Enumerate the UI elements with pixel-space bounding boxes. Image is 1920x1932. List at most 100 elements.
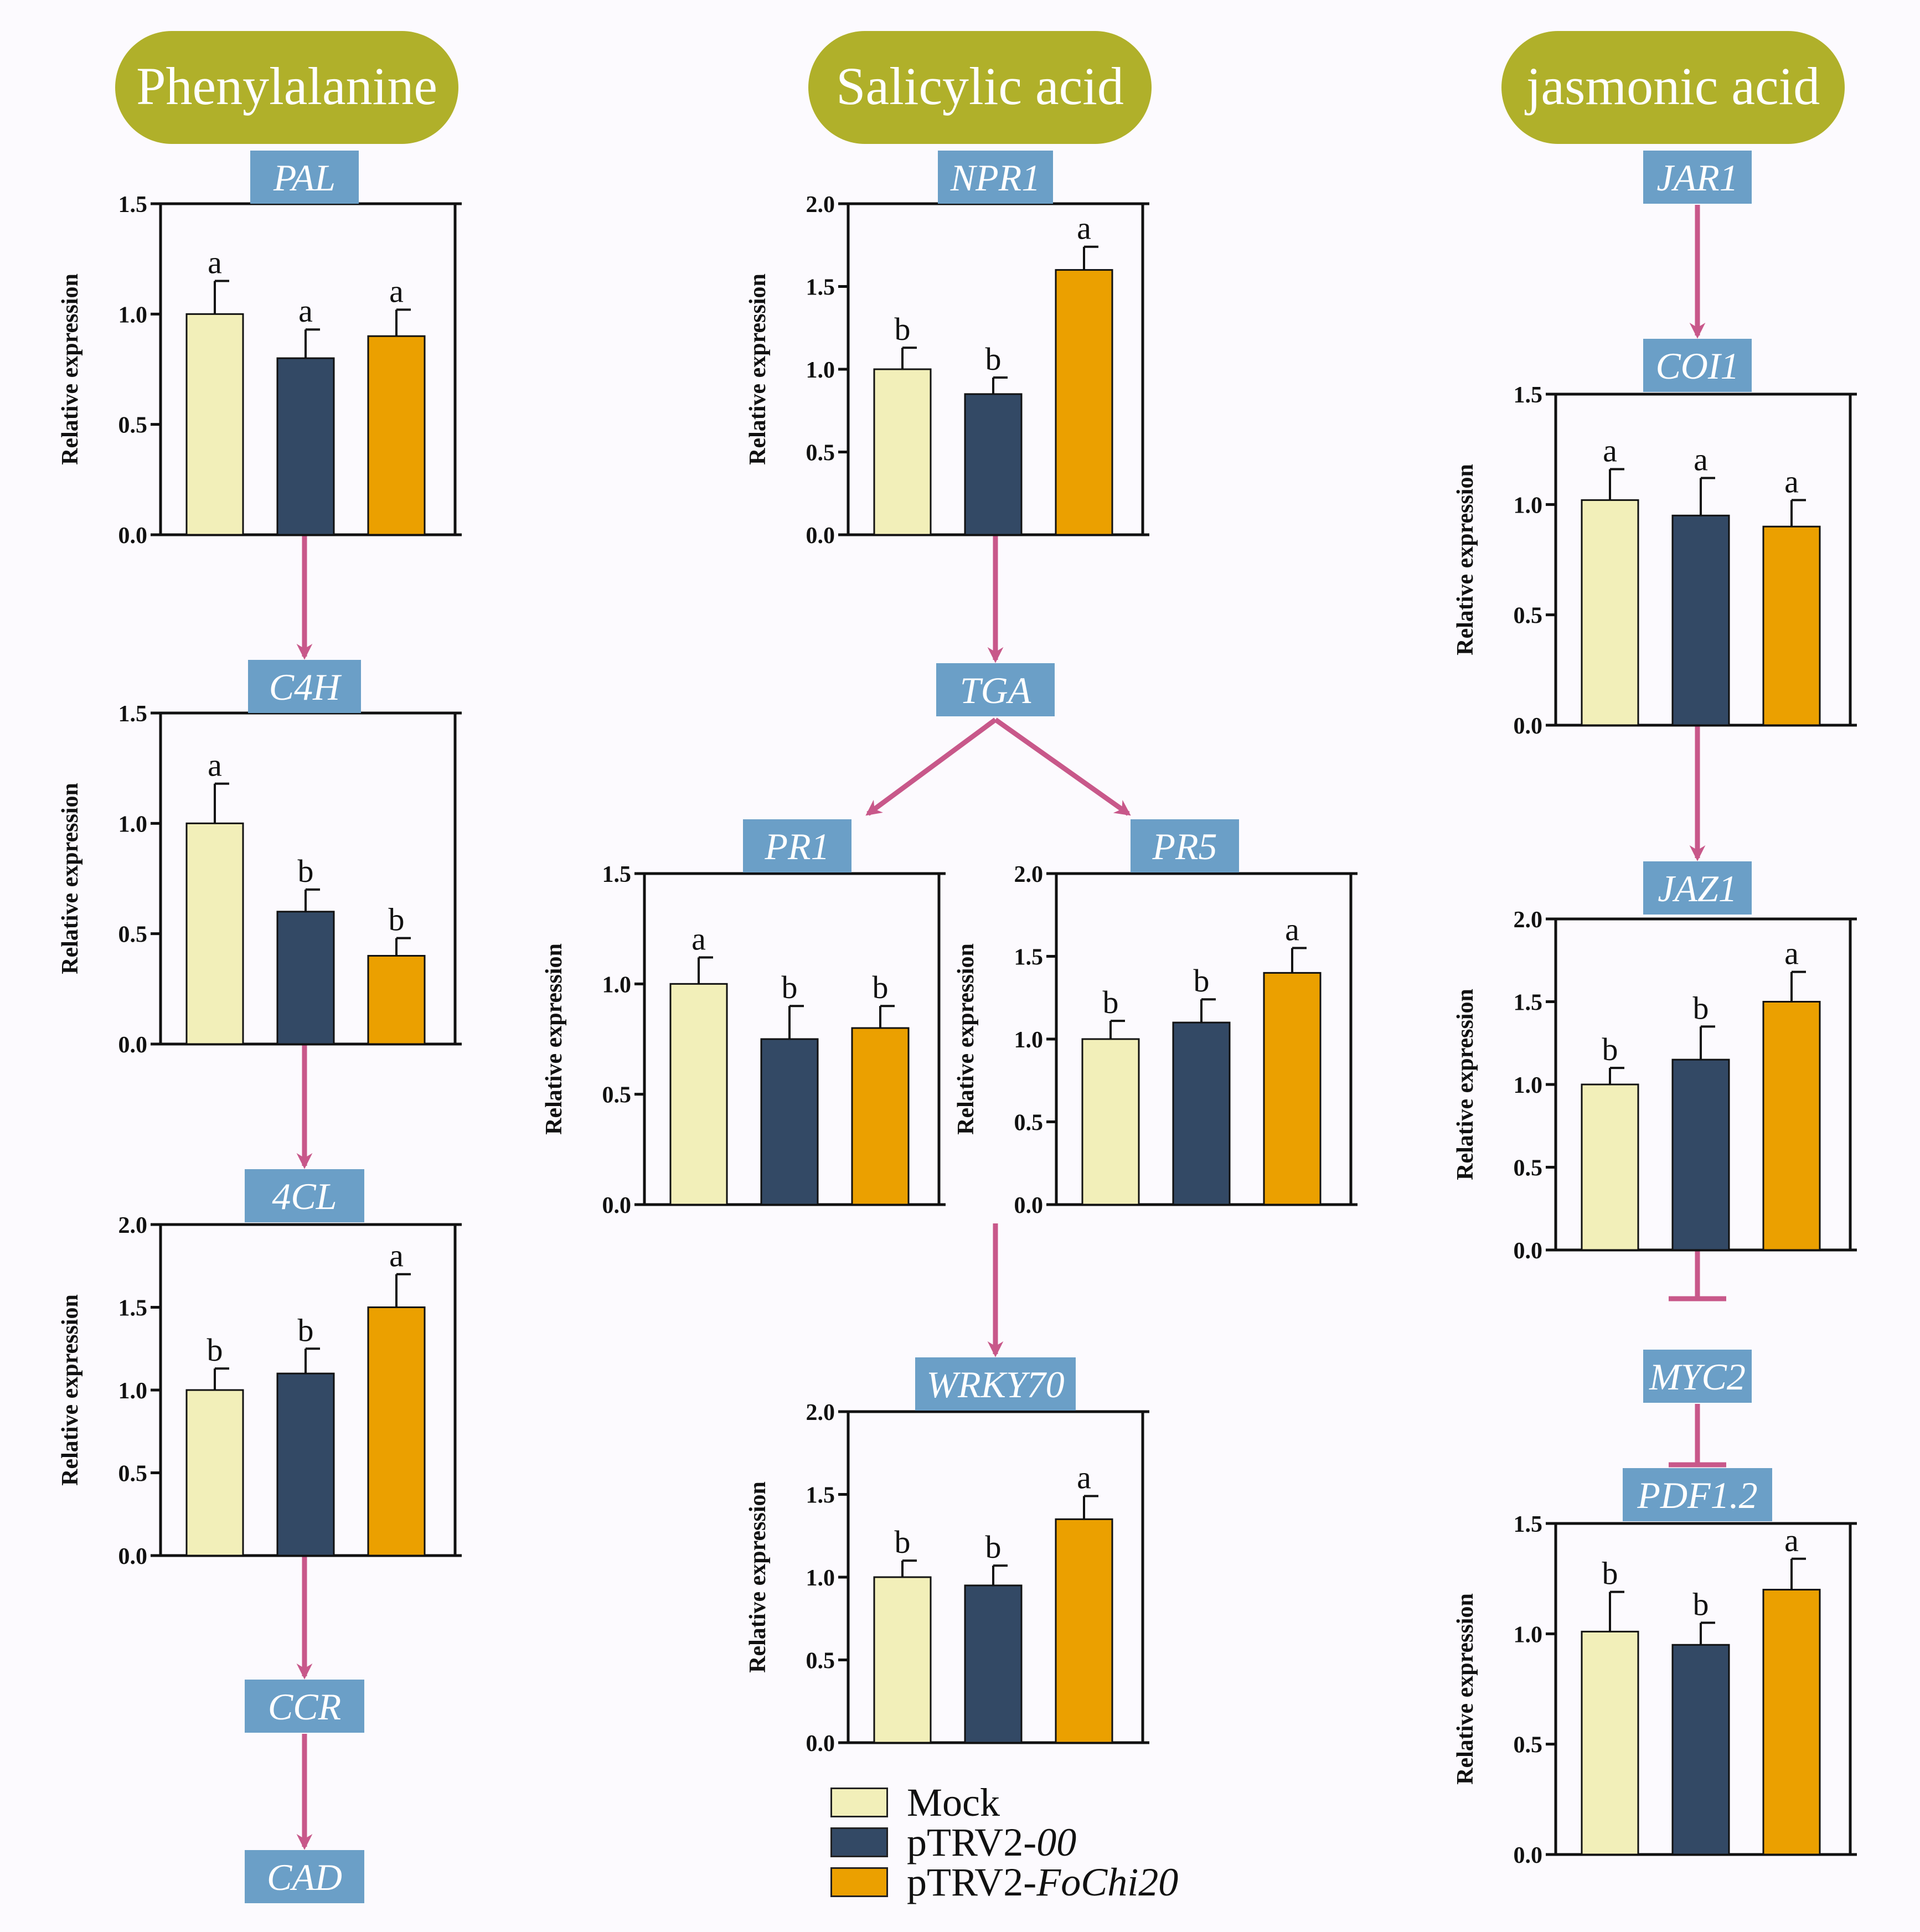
gene-text-pr5: PR5 <box>1152 825 1217 867</box>
chart-pr5: 0.0 0.5 1.0 1.5 2.0 Relative expression b b a <box>953 862 1358 1218</box>
bar-trv00 <box>1172 1021 1231 1206</box>
y-tick-label: 0.5 <box>1014 1110 1044 1136</box>
significance-letter: b <box>782 969 798 1005</box>
significance-letter: b <box>298 853 314 889</box>
pathway-header-sa: Salicylic acid <box>808 31 1152 144</box>
y-tick-label: 0.5 <box>118 413 148 438</box>
significance-letter: a <box>1077 210 1091 246</box>
bar-fochi20 <box>1762 1001 1821 1251</box>
bar-mock <box>1581 499 1639 726</box>
gene-box-tga <box>936 663 1055 716</box>
gene-box-c4h <box>248 660 361 713</box>
y-axis-label: Relative expression <box>1453 989 1478 1180</box>
chart-4cl: 0.0 0.5 1.0 1.5 2.0 Relative expression b b a <box>58 1213 462 1569</box>
gene-label-cad: CAD <box>245 1850 364 1903</box>
y-tick-label: 0.0 <box>1514 1238 1543 1264</box>
y-tick-label: 0.5 <box>806 1649 835 1674</box>
inhibit-jaz1-myc2 <box>1669 1251 1726 1301</box>
y-tick-label: 2.0 <box>1514 907 1543 933</box>
significance-letter: b <box>1602 1031 1618 1067</box>
chart-jaz1: 0.0 0.5 1.0 1.5 2.0 Relative expression b b a <box>1453 907 1857 1264</box>
gene-label-c4h: C4H <box>248 660 361 713</box>
gene-label-jar1: JAR1 <box>1643 151 1752 204</box>
legend-swatch-trv00 <box>830 1827 888 1857</box>
y-axis-label: Relative expression <box>745 1481 771 1673</box>
pathway-title-sa: Salicylic acid <box>836 56 1124 116</box>
gene-label-pdf1-2: PDF1.2 <box>1623 1468 1772 1521</box>
y-tick-label: 2.0 <box>806 192 835 218</box>
bar-mock <box>1581 1083 1639 1251</box>
chart-pr1: 0.0 0.5 1.0 1.5 Relative expression a b b <box>541 862 946 1218</box>
significance-letter: b <box>985 341 1002 377</box>
legend-item-trv00: pTRV2-00 <box>830 1822 1178 1862</box>
bar-trv00 <box>1671 1644 1730 1856</box>
y-tick-label: 1.5 <box>806 1483 835 1509</box>
gene-label-pal: PAL <box>250 151 359 204</box>
y-tick-label: 1.5 <box>1514 990 1543 1016</box>
significance-letter: a <box>1077 1459 1091 1495</box>
pathway-header-ja: jasmonic acid <box>1501 31 1845 144</box>
gene-text-jaz1: JAZ1 <box>1658 867 1737 910</box>
y-tick-label: 1.0 <box>118 812 148 837</box>
gene-text-npr1: NPR1 <box>950 157 1040 199</box>
y-tick-label: 2.0 <box>806 1400 835 1425</box>
significance-letter: b <box>1602 1556 1618 1592</box>
gene-text-c4h: C4H <box>269 666 342 708</box>
chart-c4h: 0.0 0.5 1.0 1.5 Relative expression a b b <box>58 701 462 1058</box>
legend-label-trv00-italic: 00 <box>1036 1820 1077 1864</box>
y-tick-label: 0.0 <box>806 1731 835 1757</box>
gene-label-pr1: PR1 <box>743 819 851 872</box>
significance-letter: a <box>1784 1522 1799 1558</box>
y-axis-label: Relative expression <box>1453 464 1478 655</box>
arrow-tga-pr5 <box>994 717 1131 816</box>
gene-box-4cl <box>245 1169 364 1222</box>
significance-letter: b <box>873 969 889 1005</box>
gene-box-jar1 <box>1643 151 1752 204</box>
y-tick-label: 1.0 <box>1514 493 1543 518</box>
y-tick-label: 1.5 <box>1514 1512 1543 1537</box>
significance-letter: a <box>208 245 222 281</box>
y-axis-label: Relative expression <box>58 273 83 465</box>
gene-box-ccr <box>245 1680 364 1733</box>
bar-mock <box>185 1389 244 1557</box>
y-tick-label: 1.0 <box>1514 1073 1543 1098</box>
arrow-tga-pr1 <box>865 717 997 816</box>
gene-box-pal <box>250 151 359 204</box>
significance-letter: a <box>389 273 404 309</box>
bar-trv00 <box>1671 1058 1730 1251</box>
y-tick-label: 1.5 <box>1514 383 1543 408</box>
significance-letter: b <box>1103 984 1119 1020</box>
chart-wrky70: 0.0 0.5 1.0 1.5 2.0 Relative expression b b a <box>745 1400 1149 1757</box>
legend-label-fochi20-prefix: pTRV2- <box>907 1860 1037 1904</box>
significance-letter: a <box>208 747 222 783</box>
legend-swatch-mock <box>830 1788 888 1817</box>
significance-letter: b <box>298 1312 314 1348</box>
y-tick-label: 1.5 <box>602 862 632 887</box>
y-tick-label: 0.0 <box>118 1544 148 1569</box>
y-tick-label: 1.5 <box>1014 945 1044 970</box>
y-tick-label: 0.5 <box>806 441 835 466</box>
gene-text-pr1: PR1 <box>764 825 829 867</box>
gene-text-pal: PAL <box>273 157 336 199</box>
y-tick-label: 1.5 <box>118 192 148 218</box>
legend-label-fochi20-italic: FoChi20 <box>1036 1860 1179 1904</box>
gene-label-tga: TGA <box>936 663 1055 716</box>
significance-letter: a <box>1603 433 1617 469</box>
gene-label-jaz1: JAZ1 <box>1643 861 1752 915</box>
chart-npr1: 0.0 0.5 1.0 1.5 2.0 Relative expression b b a <box>745 192 1149 549</box>
y-tick-label: 0.0 <box>1014 1193 1044 1218</box>
gene-box-wrky70 <box>915 1357 1076 1411</box>
pathway-title-phe: Phenylalanine <box>136 56 437 116</box>
gene-box-cad <box>245 1850 364 1903</box>
y-tick-label: 0.0 <box>1514 1843 1543 1868</box>
gene-box-jaz1 <box>1643 861 1752 915</box>
y-tick-label: 0.0 <box>806 523 835 549</box>
y-tick-label: 0.5 <box>1514 603 1543 629</box>
pathway-pill-ja <box>1501 31 1845 144</box>
y-tick-label: 0.5 <box>1514 1733 1543 1758</box>
y-tick-label: 0.5 <box>602 1083 632 1108</box>
y-tick-label: 0.0 <box>602 1193 632 1218</box>
gene-label-4cl: 4CL <box>245 1169 364 1222</box>
bar-trv00 <box>964 393 1023 536</box>
gene-box-npr1 <box>938 151 1053 204</box>
